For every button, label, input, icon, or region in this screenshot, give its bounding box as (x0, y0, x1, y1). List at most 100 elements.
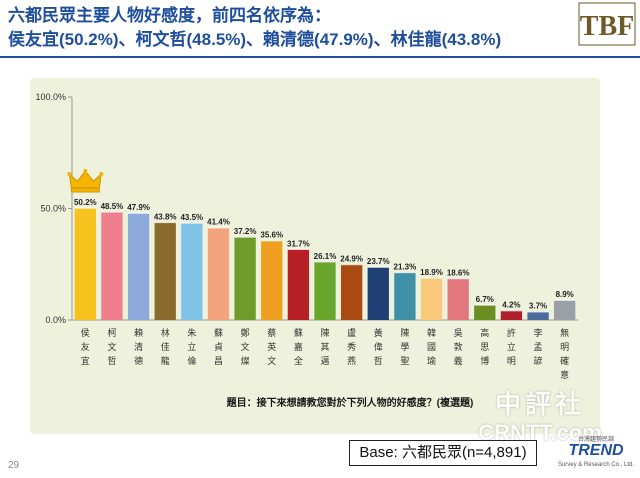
category-label-char: 清 (134, 341, 143, 353)
category-label-char: 吳 (454, 328, 463, 339)
crown-shape (68, 170, 102, 189)
category-label-char: 秀 (347, 341, 356, 353)
chart-panel (30, 78, 600, 434)
category-label-char: 義 (454, 355, 463, 367)
crown-jewel (67, 172, 72, 177)
bar (314, 261, 336, 320)
bar (420, 277, 443, 320)
category-label-char: 全 (294, 355, 303, 367)
data-label: 21.3% (394, 263, 417, 272)
category-label-char: 敦 (454, 341, 463, 353)
category-label-char: 倫 (187, 355, 196, 367)
bar (554, 300, 576, 320)
category-label-char: 意 (560, 369, 569, 381)
survey-question: 題目：接下來想請教您對於下列人物的好感度？(複選題) (0, 394, 640, 409)
category-label-char: 貞 (214, 341, 223, 353)
watermark-line-1: 中評社 (494, 389, 585, 419)
y-tick-label: 100.0% (35, 92, 66, 102)
bar (287, 249, 310, 320)
category-label-char: 燕 (347, 355, 356, 367)
category-label-char: 許 (507, 327, 516, 339)
bar (500, 310, 523, 320)
category-label-char: 佳 (161, 341, 170, 353)
data-label: 23.7% (367, 257, 390, 266)
bar (261, 240, 283, 320)
category-label-char: 柯 (107, 327, 116, 339)
data-label: 8.9% (556, 290, 574, 299)
category-label-char: 學 (400, 341, 409, 353)
category-label-char: 陳 (320, 328, 329, 339)
chart-data-labels: 50.2% 48.5% 47.9% 43.8% 43.5% 41.4% 37.2% 35.6%… (74, 198, 574, 311)
data-label: 18.6% (447, 269, 470, 278)
category-label-char: 偉 (374, 341, 383, 353)
category-label-char: 諺 (534, 355, 543, 367)
category-label-char: 盧 (347, 327, 356, 339)
trend-logo-sub: Survey & Research Co., Ltd. (557, 462, 635, 468)
tbf-logo: TBF (578, 2, 636, 46)
category-label-char: 聖 (400, 356, 409, 367)
category-label-char: 龍 (161, 355, 170, 367)
category-label-char: 瑜 (427, 355, 436, 367)
trend-logo-name: TREND (568, 442, 624, 459)
bar (181, 222, 203, 320)
category-label-char: 孟 (534, 342, 543, 353)
category-label-char: 思 (480, 342, 489, 353)
title-line-2: 侯友宜(50.2%)、柯文哲(48.5%)、賴清德(47.9%)、林佳龍(43.… (8, 30, 502, 49)
bar (367, 267, 389, 320)
category-label-char: 其 (320, 342, 329, 353)
y-tick-label: 50.0% (40, 204, 66, 214)
chart-bars (74, 207, 576, 320)
category-label-char: 明 (507, 356, 516, 367)
category-label-char: 嘉 (294, 341, 303, 353)
slide-title: 六都民眾主要人物好感度，前四名依序為： 侯友宜(50.2%)、柯文哲(48.5%… (8, 4, 568, 52)
category-label-char: 蘇 (214, 327, 223, 339)
bar (447, 278, 469, 320)
data-label: 6.7% (476, 295, 494, 304)
category-label-char: 無 (560, 327, 569, 339)
bar (154, 222, 176, 320)
bar (394, 272, 416, 320)
category-label-char: 陳 (400, 328, 409, 339)
category-label-char: 立 (507, 341, 516, 353)
base-sample-box: Base: 六都民眾(n=4,891) (349, 440, 537, 466)
logo-lettering: TBF (580, 11, 634, 42)
title-rule (0, 56, 640, 58)
data-label: 3.7% (529, 302, 547, 311)
data-label: 4.2% (502, 301, 520, 310)
crown-band (70, 187, 100, 193)
data-label: 35.6% (260, 231, 283, 240)
category-label-char: 確 (560, 355, 569, 367)
data-label: 24.9% (340, 254, 363, 263)
category-label-char: 賴 (134, 327, 143, 339)
category-label-char: 林 (161, 327, 170, 339)
category-label-char: 蔡 (267, 327, 276, 339)
category-label-char: 韓 (427, 328, 436, 339)
bar (74, 208, 96, 320)
title-line-1: 六都民眾主要人物好感度，前四名依序為： (8, 6, 331, 25)
category-label-char: 黃 (374, 327, 383, 339)
trend-logo: 台灣趨勢民調 TREND Survey & Research Co., Ltd. (556, 432, 636, 472)
category-label-char: 國 (427, 342, 436, 353)
category-label-char: 文 (107, 341, 116, 353)
data-label: 37.2% (234, 227, 257, 236)
category-label-char: 燦 (241, 355, 250, 367)
category-label-char: 明 (560, 342, 569, 353)
crown-jewel (99, 172, 104, 177)
data-label: 43.8% (154, 212, 177, 221)
bar (207, 227, 230, 320)
category-label-char: 侯 (81, 327, 90, 339)
category-label-char: 昌 (214, 356, 223, 367)
category-label-char: 文 (267, 355, 276, 367)
bar-chart: 0.0% 50.0% 100.0% 50.2% 48.5% 47.9% 43.8% 43.5… (35, 92, 578, 381)
bar (127, 213, 150, 320)
category-label-char: 宜 (81, 355, 90, 367)
bar (234, 237, 256, 320)
category-label-char: 邁 (320, 355, 329, 367)
category-label-char: 哲 (107, 356, 116, 367)
category-label-char: 德 (134, 355, 143, 367)
category-label-char: 哲 (374, 356, 383, 367)
data-label: 43.5% (180, 213, 203, 222)
category-label-char: 朱 (187, 327, 196, 339)
survey-question-text: 題目：接下來想請教您對於下列人物的好感度？(複選題) (226, 398, 474, 409)
page-number: 29 (8, 460, 20, 471)
